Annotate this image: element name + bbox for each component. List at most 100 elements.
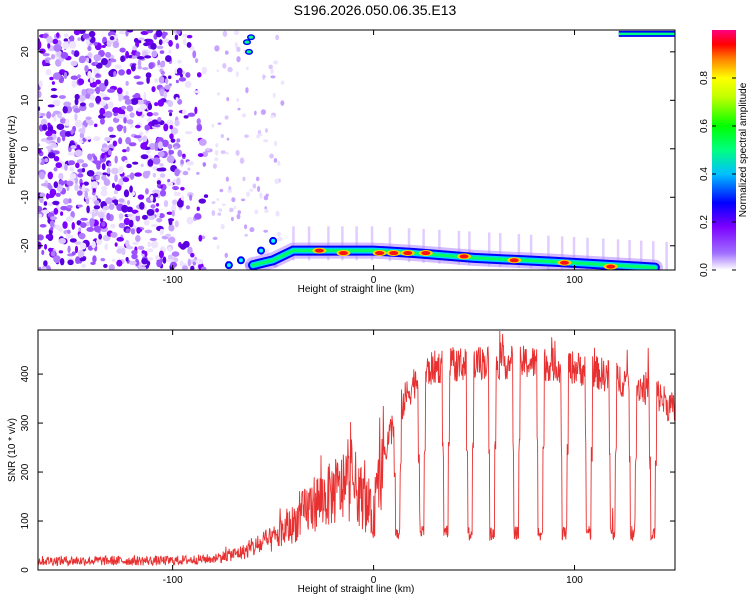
- spectrogram-noise-blob: [124, 98, 132, 105]
- spectrogram-noise-blob: [110, 167, 119, 175]
- spectrogram-noise-blob: [178, 77, 187, 82]
- spectrogram-noise-blob: [129, 260, 137, 266]
- spectrogram-noise-blob: [185, 205, 191, 210]
- spectrogram-noise-blob: [154, 78, 158, 83]
- spectrogram-noise-blob: [155, 30, 163, 38]
- spectrogram-scatter-blob: [244, 224, 248, 230]
- spectrogram-noise-blob: [57, 226, 64, 232]
- spectrogram-noise-blob: [53, 167, 58, 172]
- spectrogram-noise-blob: [168, 39, 173, 47]
- snr-y-axis-label: SNR (10 * v/v): [7, 418, 18, 482]
- spectrogram-scatter-blob: [220, 223, 225, 230]
- spectrogram-noise-blob: [85, 221, 91, 227]
- spectrogram-noise-blob: [144, 55, 152, 59]
- spectrogram-noise-blob: [123, 189, 130, 198]
- spectrogram-scatter-blob: [246, 191, 250, 197]
- spectrogram-noise-blob: [175, 79, 179, 84]
- spectrogram-noise-blob: [104, 137, 111, 142]
- spectrogram-bright-blob-core: [246, 50, 252, 54]
- spectrogram-noise-blob: [163, 38, 170, 43]
- spectrogram-noise-blob: [174, 145, 178, 150]
- spectrogram-noise-blob: [105, 51, 112, 58]
- spectrogram-noise-blob: [150, 204, 156, 209]
- spectrogram-noise-blob: [147, 248, 154, 253]
- spectrogram-noise-blob: [58, 238, 67, 245]
- spectrogram-noise-blob: [99, 117, 105, 125]
- spectrogram-noise-blob: [67, 229, 71, 234]
- spectrogram-noise-blob: [156, 45, 164, 50]
- spectrogram-noise-blob: [118, 198, 125, 203]
- spectrogram-noise-blob: [88, 30, 96, 38]
- spectrogram-noise-blob: [91, 211, 95, 219]
- spectrogram-scatter-blob: [211, 201, 216, 204]
- spectrogram-noise-blob: [71, 221, 75, 230]
- spectrogram-noise-blob: [67, 259, 74, 266]
- spectrogram-noise-blob: [137, 65, 143, 70]
- spectrogram-scatter-blob: [226, 97, 230, 102]
- spectrogram-scatter-blob: [256, 176, 260, 182]
- spectrogram-scatter-blob: [233, 205, 237, 210]
- spectrogram-noise-blob: [131, 209, 139, 214]
- spectrogram-noise-blob: [69, 35, 75, 42]
- spectrogram-noise-blob: [80, 217, 88, 221]
- spectrogram-noise-blob: [74, 183, 79, 192]
- spectrogram-noise-blob: [38, 234, 44, 241]
- spectrogram-noise-blob: [196, 206, 200, 212]
- spectrogram-noise-blob: [101, 163, 106, 171]
- spectrogram-noise-blob: [74, 98, 79, 106]
- spectrogram-scatter-blob: [265, 128, 268, 133]
- spectrogram-noise-blob: [124, 159, 129, 164]
- spectrogram-noise-blob: [184, 130, 193, 135]
- spectrogram-noise-blob: [53, 110, 61, 115]
- spectrogram-noise-blob: [53, 156, 60, 162]
- spectrogram-noise-blob: [141, 250, 146, 254]
- spectrogram-noise-blob: [50, 53, 56, 60]
- spectrogram-scatter-blob: [264, 206, 267, 210]
- spectrogram-noise-blob: [196, 171, 200, 175]
- spectrogram-noise-blob: [78, 227, 82, 232]
- spectrogram-noise-blob: [55, 162, 63, 169]
- spectrogram-scatter-blob: [222, 30, 228, 37]
- spectrogram-noise-blob: [132, 45, 137, 51]
- spectrogram-noise-blob: [75, 256, 81, 265]
- spectrogram-streak: [616, 239, 620, 270]
- spectrogram-noise-blob: [123, 117, 127, 124]
- spectrogram-noise-blob: [74, 241, 82, 245]
- spectrogram-noise-blob: [69, 166, 75, 172]
- spectrogram-noise-blob: [159, 61, 166, 68]
- spectrogram-noise-blob: [145, 188, 149, 195]
- spectrogram-scatter-blob: [233, 30, 240, 36]
- spectrogram-noise-blob: [79, 242, 87, 250]
- spectrogram-noise-blob: [169, 124, 173, 130]
- spectrogram-noise-blob: [49, 188, 57, 197]
- spectrogram-track-start-blob-core: [271, 238, 276, 243]
- spectrogram-noise-blob: [46, 35, 53, 44]
- spectrogram-noise-blob: [38, 148, 42, 154]
- spectrogram-noise-blob: [103, 263, 108, 268]
- spectrogram-noise-blob: [61, 135, 66, 142]
- spectrogram-scatter-blob: [245, 87, 249, 94]
- spectrogram-streak: [547, 235, 550, 270]
- spectrogram-noise-blob: [69, 173, 77, 180]
- spectrogram-noise-blob: [118, 166, 124, 175]
- spectrogram-noise-blob: [157, 141, 163, 150]
- spectrogram-streak: [438, 229, 441, 264]
- spectrogram-scatter-blob: [276, 231, 282, 237]
- spectrogram-noise-blob: [52, 38, 59, 45]
- spectrogram-noise-blob: [101, 152, 105, 159]
- spectrogram-noise-blob: [176, 59, 182, 64]
- spectrogram-y-ticks: -20 -10 0 10 20: [20, 46, 675, 253]
- spectrogram-noise-blob: [38, 158, 42, 164]
- spectrogram-noise-blob: [172, 185, 179, 190]
- spectrogram-noise-blob: [156, 180, 162, 185]
- spectrogram-hot-spot-core: [338, 251, 348, 256]
- spectrogram-noise-blob: [67, 245, 71, 254]
- spectrogram-noise-blob: [147, 159, 154, 167]
- spectrogram-scatter-blob: [214, 149, 219, 156]
- spectrogram-noise-blob: [81, 263, 87, 269]
- spectrogram-noise-blob: [78, 232, 86, 240]
- spectrogram-scatter-blob: [263, 229, 268, 233]
- spectrogram-noise-blob: [154, 124, 161, 128]
- colorbar-tick-label: 0.8: [699, 71, 710, 85]
